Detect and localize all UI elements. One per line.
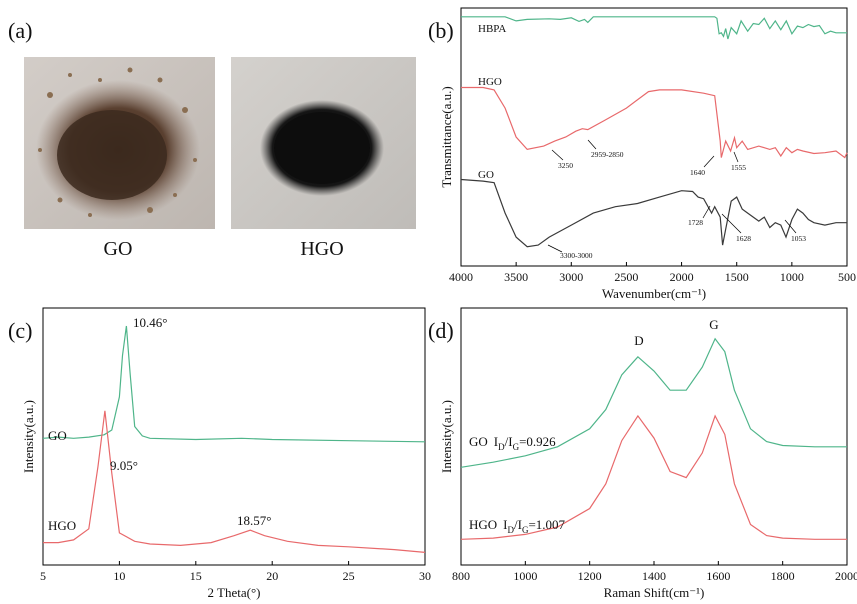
ratio-part: /I <box>505 434 513 449</box>
panel-a-letter: (a) <box>8 18 32 43</box>
panel-letter: (d) <box>428 318 454 343</box>
annotation: 3300-3000 <box>560 251 593 260</box>
x-tick-label: 10 <box>113 569 125 583</box>
ratio-part: =0.926 <box>519 434 556 449</box>
ratio-part: G <box>513 442 520 452</box>
annotation-arrow <box>551 149 564 161</box>
annotation: 10.46° <box>133 315 167 330</box>
series-line-go <box>42 325 426 443</box>
x-tick-label: 1600 <box>706 569 730 583</box>
x-tick-label: 25 <box>343 569 355 583</box>
x-axis-label: Wavenumber(cm⁻¹) <box>602 286 706 301</box>
x-tick-label: 2500 <box>614 270 638 284</box>
annotation: 2959-2850 <box>591 150 624 159</box>
plot-frame <box>42 307 426 566</box>
go-flakes <box>38 67 197 217</box>
x-tick-label: 1500 <box>725 270 749 284</box>
x-axis-label: 2 Theta(°) <box>208 585 261 600</box>
annotation: 18.57° <box>237 513 271 528</box>
series-line-hgo <box>461 86 848 159</box>
annotation-arrow <box>587 139 597 150</box>
annotation-arrow <box>733 151 739 163</box>
annotation: 1053 <box>791 234 806 243</box>
annotation-arrow <box>784 219 797 234</box>
plot-frame <box>460 7 848 267</box>
panel-a: (a) GO HGO <box>8 18 416 260</box>
series-label-hgo: HGO <box>48 518 76 533</box>
go-photo-caption: GO <box>104 238 133 260</box>
annotation-arrow <box>547 244 563 253</box>
series-label-go: GO <box>478 169 494 181</box>
ratio-label-go: GO ID/IG=0.926 <box>469 434 556 452</box>
x-tick-label: 30 <box>419 569 431 583</box>
go-powder-core <box>57 110 167 200</box>
y-axis-label: Intensity(a.u.) <box>439 400 454 473</box>
y-axis-label: Intensity(a.u.) <box>21 400 36 473</box>
x-tick-label: 1400 <box>642 569 666 583</box>
chart-c: (c) 5 10 15 20 25 30 2 Theta(°) Intensity(a.u.) G… <box>8 307 431 600</box>
x-tick-label: 3000 <box>559 270 583 284</box>
ratio-part: D <box>498 442 505 452</box>
ratio-part: I <box>503 517 507 532</box>
panel-letter: (c) <box>8 318 32 343</box>
series-label-go: GO <box>48 428 67 443</box>
annotation-arrow <box>702 205 711 219</box>
ratio-part: HGO <box>469 517 497 532</box>
series-line-hbpa <box>461 16 847 40</box>
series-line-hgo <box>43 410 426 553</box>
hgo-photo <box>231 57 416 229</box>
annotation: 1728 <box>688 218 703 227</box>
ratio-part: I <box>494 434 498 449</box>
x-tick-label: 15 <box>190 569 202 583</box>
hgo-photo-caption: HGO <box>300 238 343 260</box>
chart-d: (d) 800 1000 1200 1400 1600 1800 2000 Raman Shif… <box>428 307 857 600</box>
ratio-part: D <box>508 525 515 535</box>
y-axis-label: Transmittance(a.u.) <box>439 86 454 187</box>
annotation-arrow <box>721 213 742 234</box>
x-tick-label: 1200 <box>578 569 602 583</box>
ratio-label-hgo: HGO ID/IG=1.007 <box>469 517 566 535</box>
series-label-hbpa: HBPA <box>478 23 506 35</box>
x-tick-label: 1000 <box>513 569 537 583</box>
x-tick-label: 20 <box>266 569 278 583</box>
x-tick-label: 1800 <box>771 569 795 583</box>
annotation: G <box>709 317 718 332</box>
ratio-part: G <box>522 525 529 535</box>
series-label-hgo: HGO <box>478 76 502 88</box>
x-tick-label: 4000 <box>449 270 473 284</box>
x-tick-label: 800 <box>452 569 470 583</box>
annotation: 1555 <box>731 163 746 172</box>
panel-letter: (b) <box>428 18 454 43</box>
annotation: 1628 <box>736 234 751 243</box>
x-tick-label: 5 <box>40 569 46 583</box>
chart-b: (b) 4000 3500 3000 2500 2000 1500 1000 500 Wavenu… <box>428 7 856 301</box>
ratio-part: =1.007 <box>528 517 565 532</box>
annotation-arrow <box>703 155 715 168</box>
series-line-go <box>460 178 847 248</box>
hgo-powder-core <box>274 112 370 184</box>
x-tick-label: 2000 <box>835 569 857 583</box>
annotation: 3250 <box>558 161 573 170</box>
x-tick-label: 3500 <box>504 270 528 284</box>
annotation: D <box>634 333 643 348</box>
x-tick-label: 1000 <box>780 270 804 284</box>
annotation: 9.05° <box>110 458 138 473</box>
x-tick-label: 500 <box>838 270 856 284</box>
series-line-go <box>460 337 847 468</box>
ratio-part: /I <box>514 517 522 532</box>
annotation: 1640 <box>690 168 705 177</box>
x-axis-label: Raman Shift(cm⁻¹) <box>604 585 705 600</box>
series-line-hgo <box>460 414 847 540</box>
ratio-part: GO <box>469 434 488 449</box>
x-tick-label: 2000 <box>670 270 694 284</box>
go-photo <box>24 57 215 229</box>
